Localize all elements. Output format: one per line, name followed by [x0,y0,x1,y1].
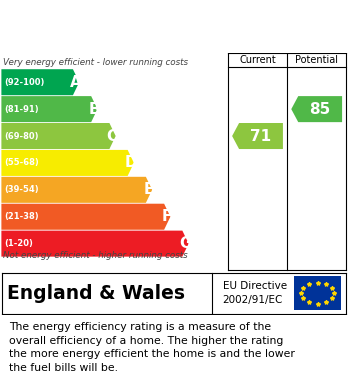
Text: (1-20): (1-20) [4,239,33,248]
Polygon shape [1,150,134,176]
Text: The energy efficiency rating is a measure of the
overall efficiency of a home. T: The energy efficiency rating is a measur… [9,322,294,373]
Text: E: E [143,182,154,197]
Text: (21-38): (21-38) [4,212,39,221]
Text: A: A [70,75,82,90]
Polygon shape [1,69,79,95]
Text: D: D [124,155,137,170]
Polygon shape [1,96,97,122]
FancyBboxPatch shape [294,276,341,310]
Text: F: F [162,209,172,224]
Text: Current: Current [239,55,276,65]
Text: Very energy efficient - lower running costs: Very energy efficient - lower running co… [3,57,189,66]
Text: (81-91): (81-91) [4,105,39,114]
Polygon shape [1,231,189,256]
Text: Potential: Potential [295,55,338,65]
Text: (92-100): (92-100) [4,78,45,87]
Text: 71: 71 [251,129,271,143]
Text: B: B [88,102,100,117]
Polygon shape [291,96,342,122]
Text: Not energy efficient - higher running costs: Not energy efficient - higher running co… [3,251,188,260]
Text: England & Wales: England & Wales [7,284,185,303]
Polygon shape [1,177,152,203]
Text: C: C [107,129,118,143]
Text: G: G [179,236,191,251]
Text: 85: 85 [309,102,331,117]
Polygon shape [1,123,116,149]
Text: (39-54): (39-54) [4,185,39,194]
Text: (55-68): (55-68) [4,158,39,167]
Text: (69-80): (69-80) [4,131,39,140]
Text: Energy Efficiency Rating: Energy Efficiency Rating [10,21,251,39]
Text: EU Directive
2002/91/EC: EU Directive 2002/91/EC [223,281,287,305]
Polygon shape [232,123,283,149]
Polygon shape [1,204,171,230]
